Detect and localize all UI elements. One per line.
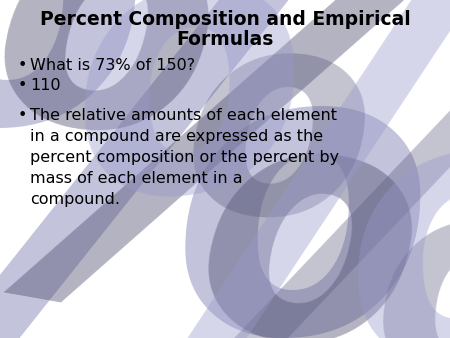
- Text: •: •: [18, 108, 27, 123]
- Text: •: •: [18, 58, 27, 73]
- Text: Percent Composition and Empirical: Percent Composition and Empirical: [40, 10, 410, 29]
- Text: •: •: [18, 78, 27, 93]
- Text: %: %: [44, 0, 450, 338]
- Text: The relative amounts of each element
in a compound are expressed as the
percent : The relative amounts of each element in …: [30, 108, 339, 207]
- Text: Formulas: Formulas: [176, 30, 274, 49]
- Text: What is 73% of 150?: What is 73% of 150?: [30, 58, 195, 73]
- Text: 110: 110: [30, 78, 61, 93]
- Text: %: %: [144, 39, 450, 338]
